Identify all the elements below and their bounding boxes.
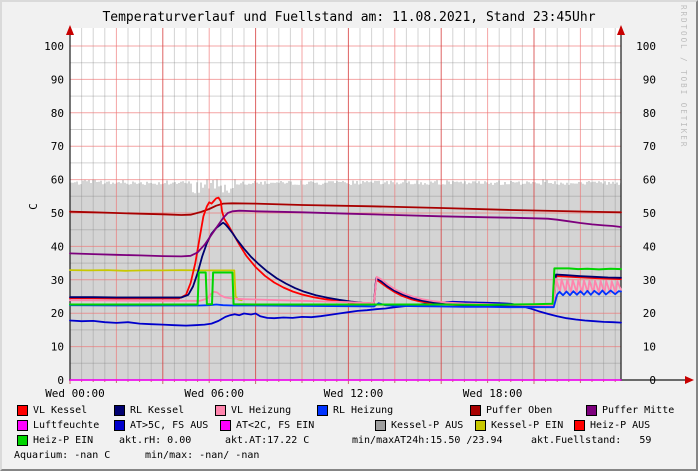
- legend-swatch: [17, 405, 28, 416]
- legend-item: min/max: -nan/ -nan: [145, 450, 259, 461]
- legend-item: VL Heizung: [215, 405, 291, 416]
- x-axis-arrow-icon: [685, 376, 694, 384]
- y-tick-label-left: 100: [44, 40, 64, 53]
- y-tick-label-left: 30: [51, 274, 64, 287]
- legend-swatch: [586, 405, 597, 416]
- legend-label: min/maxAT24h:15.50 /23.94: [352, 435, 503, 446]
- legend-swatch: [114, 405, 125, 416]
- series-puffer-oben: [69, 202, 622, 216]
- legend-label: Heiz-P AUS: [590, 420, 651, 431]
- legend-swatch: [215, 405, 226, 416]
- legend-item: Kessel-P AUS: [375, 420, 463, 431]
- legend-item: Puffer Mitte: [586, 405, 674, 416]
- y-axis-right-arrow-icon: [617, 25, 625, 35]
- legend-item: akt.rH: 0.00: [119, 435, 191, 446]
- legend-swatch: [317, 405, 328, 416]
- series-rl-kessel: [69, 221, 622, 308]
- y-tick-label-right: 10: [643, 341, 656, 354]
- legend-label: min/max: -nan/ -nan: [145, 450, 260, 461]
- legend-item: akt.Fuellstand: 59: [531, 435, 651, 446]
- y-tick-label-left: 60: [51, 174, 64, 187]
- y-tick-label-right: 60: [643, 174, 656, 187]
- legend-label: akt.Fuellstand: 59: [531, 435, 652, 446]
- y-tick-label-right: 80: [643, 107, 656, 120]
- y-tick-label-left: 50: [51, 207, 64, 220]
- x-tick-label: Wed 00:00: [45, 387, 105, 400]
- x-tick-label: Wed 12:00: [324, 387, 384, 400]
- temperature-chart: 0 0 10 10 20 20 30 30 40 40 50 50 60 60 70 70 80 80 90 90 10…: [44, 25, 694, 400]
- y-tick-label-left: 40: [51, 240, 64, 253]
- legend-item: Kessel-P EIN: [475, 420, 563, 431]
- y-axis-left-arrow-icon: [66, 25, 74, 35]
- x-tick-label: Wed 06:00: [184, 387, 244, 400]
- legend-label: Luftfeuchte: [33, 420, 100, 431]
- y-tick-label-right: 50: [643, 207, 656, 220]
- legend-item: akt.AT:17.22 C: [225, 435, 309, 446]
- legend-label: akt.rH: 0.00: [119, 435, 192, 446]
- x-tick-label: Wed 18:00: [463, 387, 523, 400]
- y-tick-label-right: 90: [643, 73, 656, 86]
- legend-label: Kessel-P EIN: [491, 420, 564, 431]
- legend-label: Puffer Oben: [486, 405, 553, 416]
- chart-title: Temperaturverlauf und Fuellstand am: 11.…: [102, 10, 596, 25]
- series-rl-heizung: [69, 289, 622, 309]
- legend-label: Aquarium: -nan C: [14, 450, 111, 461]
- legend-label: AT>5C, FS AUS: [130, 420, 209, 431]
- legend-label: RL Heizung: [333, 405, 394, 416]
- series-heizp-ein: [69, 267, 622, 306]
- legend-swatch: [17, 420, 28, 431]
- y-tick-label-right: 0: [649, 374, 656, 387]
- y-tick-label-left: 90: [51, 73, 64, 86]
- y-tick-label-left: 0: [57, 374, 64, 387]
- legend-item: RL Heizung: [317, 405, 393, 416]
- legend-item: AT<2C, FS EIN: [220, 420, 314, 431]
- legend-item: min/maxAT24h:15.50 /23.94: [352, 435, 503, 446]
- series-vl-heizung: [69, 275, 622, 307]
- series-at: [69, 300, 622, 327]
- y-tick-label-right: 100: [636, 40, 656, 53]
- legend-label: Puffer Mitte: [602, 405, 675, 416]
- legend-label: akt.AT:17.22 C: [225, 435, 310, 446]
- legend-label: VL Heizung: [231, 405, 292, 416]
- series-kesselp-ein: [69, 269, 243, 302]
- legend-label: AT<2C, FS EIN: [236, 420, 315, 431]
- legend-swatch: [475, 420, 486, 431]
- legend-item: VL Kessel: [17, 405, 87, 416]
- rrdtool-watermark: RRDTOOL / TOBI OETIKER: [679, 5, 688, 149]
- legend-item: Heiz-P AUS: [574, 420, 650, 431]
- legend-item: AT>5C, FS AUS: [114, 420, 208, 431]
- series-puffer-mitte: [69, 209, 622, 258]
- legend-item: Aquarium: -nan C: [14, 450, 110, 461]
- legend-item: Heiz-P EIN: [17, 435, 93, 446]
- y-tick-label-right: 40: [643, 240, 656, 253]
- y-tick-label-left: 10: [51, 341, 64, 354]
- y-tick-label-left: 80: [51, 107, 64, 120]
- legend-swatch: [220, 420, 231, 431]
- legend-swatch: [114, 420, 125, 431]
- legend-label: Kessel-P AUS: [391, 420, 464, 431]
- legend-item: Puffer Oben: [470, 405, 552, 416]
- y-tick-label-left: 20: [51, 307, 64, 320]
- legend-item: RL Kessel: [114, 405, 184, 416]
- y-tick-label-left: 70: [51, 140, 64, 153]
- y-tick-label-right: 70: [643, 140, 656, 153]
- legend-label: RL Kessel: [130, 405, 185, 416]
- legend-label: Heiz-P EIN: [33, 435, 94, 446]
- y-tick-label-right: 20: [643, 307, 656, 320]
- legend-swatch: [470, 405, 481, 416]
- legend-swatch: [574, 420, 585, 431]
- legend-label: VL Kessel: [33, 405, 88, 416]
- legend-swatch: [375, 420, 386, 431]
- legend-swatch: [17, 435, 28, 446]
- legend-item: Luftfeuchte: [17, 420, 99, 431]
- y-tick-label-right: 30: [643, 274, 656, 287]
